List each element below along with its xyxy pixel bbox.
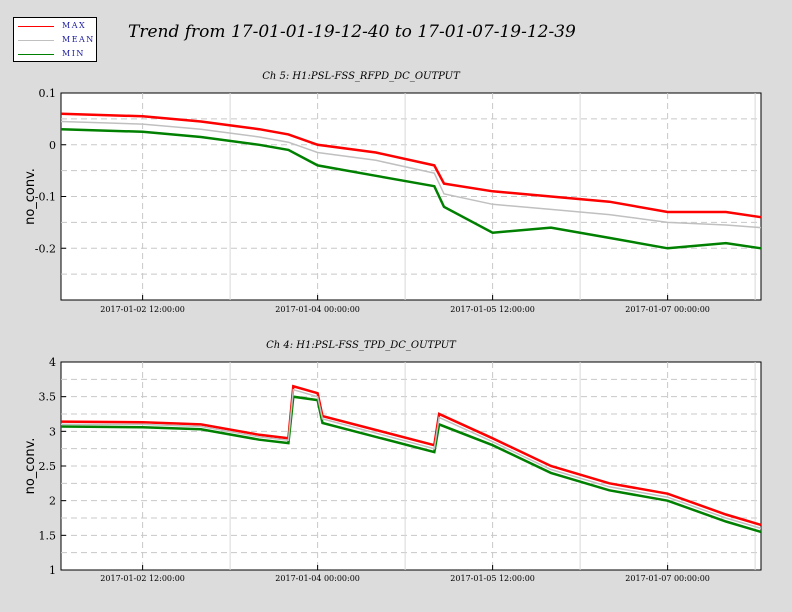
x-tick-label: 2017-01-05 12:00:00 (450, 574, 535, 583)
legend-swatch-min (18, 54, 54, 55)
chart-title: Ch 4: H1:PSL-FSS_TPD_DC_OUTPUT (266, 340, 457, 351)
legend-item-max: MAX (18, 21, 96, 31)
y-tick-label: -0.2 (35, 242, 56, 255)
legend-label-max: MAX (62, 21, 87, 30)
x-tick-label: 2017-01-07 00:00:00 (625, 305, 710, 314)
y-tick-label: 4 (49, 356, 56, 369)
series-line-max (60, 112, 762, 219)
legend-item-mean: MEAN (18, 35, 96, 45)
y-tick-label: 0 (49, 139, 56, 152)
y-axis-label: no_conv. (23, 168, 38, 225)
legend-swatch-mean (18, 40, 54, 41)
legend-label-min: MIN (62, 49, 85, 58)
legend-label-mean: MEAN (62, 35, 95, 44)
x-tick-label: 2017-01-02 12:00:00 (100, 305, 185, 314)
chart-1: -0.2 -0.1 0 0.1 2017-01-02 12:00:00 2017-01-0… (23, 71, 762, 314)
y-axis-label: no_conv. (23, 438, 38, 495)
series-line-min (60, 127, 762, 250)
chart-2: 1 1.5 2 2.5 3 3.5 4 2017-01-02 12:00:00 2017-01-… (23, 340, 762, 583)
legend: MAX MEAN MIN (13, 17, 97, 62)
y-tick-label: 1 (49, 564, 56, 577)
y-tick-label: 1.5 (39, 529, 57, 542)
y-tick-label: 2.5 (39, 460, 57, 473)
y-tick-label: -0.1 (35, 191, 56, 204)
x-tick-label: 2017-01-04 00:00:00 (275, 574, 360, 583)
series-line-mean (60, 120, 762, 229)
page-title: Trend from 17-01-01-19-12-40 to 17-01-07… (128, 22, 576, 42)
series-line-max (60, 384, 762, 527)
legend-item-min: MIN (18, 49, 96, 59)
x-tick-label: 2017-01-05 12:00:00 (450, 305, 535, 314)
y-tick-label: 2 (49, 495, 56, 508)
y-tick-label: 3 (49, 425, 56, 438)
legend-swatch-max (18, 26, 54, 27)
x-tick-label: 2017-01-04 00:00:00 (275, 305, 360, 314)
chart-title: Ch 5: H1:PSL-FSS_RFPD_DC_OUTPUT (262, 71, 461, 82)
series-line-min (60, 395, 762, 534)
series-line-mean (61, 388, 762, 530)
x-tick-label: 2017-01-07 00:00:00 (625, 574, 710, 583)
y-tick-label: 0.1 (39, 87, 57, 100)
y-tick-label: 3.5 (39, 391, 57, 404)
x-tick-label: 2017-01-02 12:00:00 (100, 574, 185, 583)
